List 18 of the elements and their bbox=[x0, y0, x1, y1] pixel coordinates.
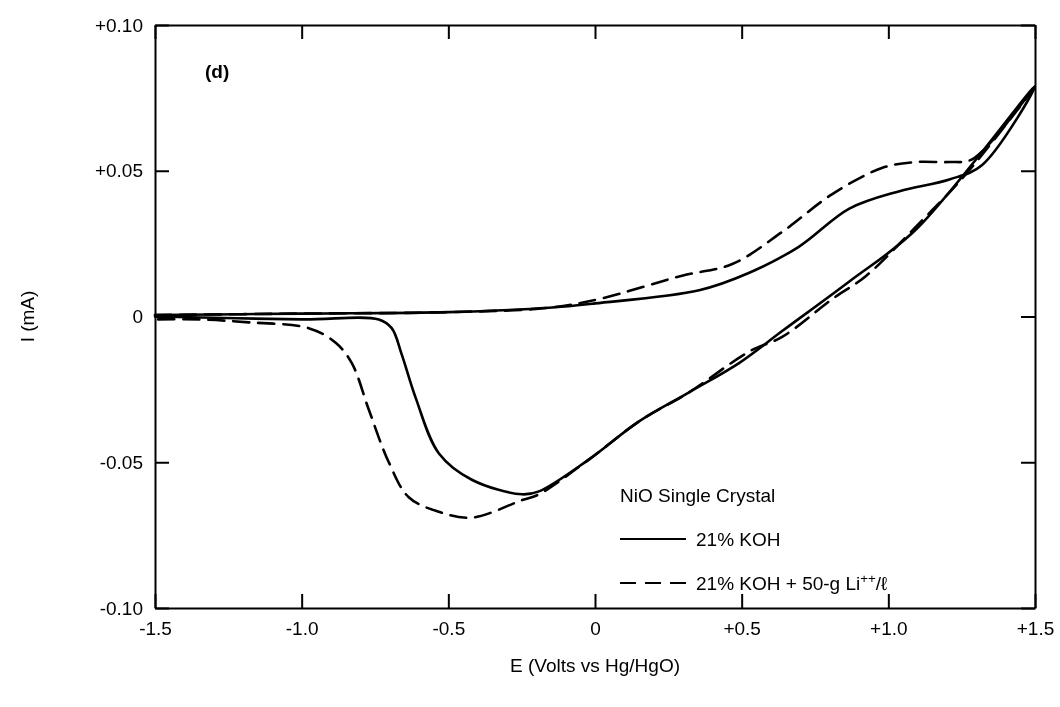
y-tick-label: -0.05 bbox=[99, 451, 143, 473]
x-tick-label: +1.5 bbox=[1016, 618, 1055, 640]
x-tick-label: -1.5 bbox=[139, 618, 172, 640]
x-tick-label: -0.5 bbox=[432, 618, 466, 640]
y-tick-label: +0.10 bbox=[94, 14, 143, 36]
x-tick-label: -1.0 bbox=[285, 618, 319, 640]
y-tick-label: 0 bbox=[132, 306, 143, 328]
x-tick-label: +0.5 bbox=[723, 618, 761, 640]
y-tick-label: -0.10 bbox=[99, 597, 143, 619]
y-axis-title: I (mA) bbox=[17, 290, 38, 343]
legend-label: 21% KOH + 50-g Li$^{++}$/ℓ bbox=[696, 570, 888, 594]
y-tick-label: +0.05 bbox=[94, 160, 143, 182]
legend-title: NiO Single Crystal bbox=[620, 485, 776, 506]
annotation: (d) bbox=[205, 61, 230, 82]
x-axis-title: E (Volts vs Hg/HgO) bbox=[510, 655, 680, 676]
x-tick-label: 0 bbox=[590, 618, 601, 640]
x-tick-label: +1.0 bbox=[870, 618, 908, 640]
legend-label: 21% KOH bbox=[696, 529, 781, 550]
